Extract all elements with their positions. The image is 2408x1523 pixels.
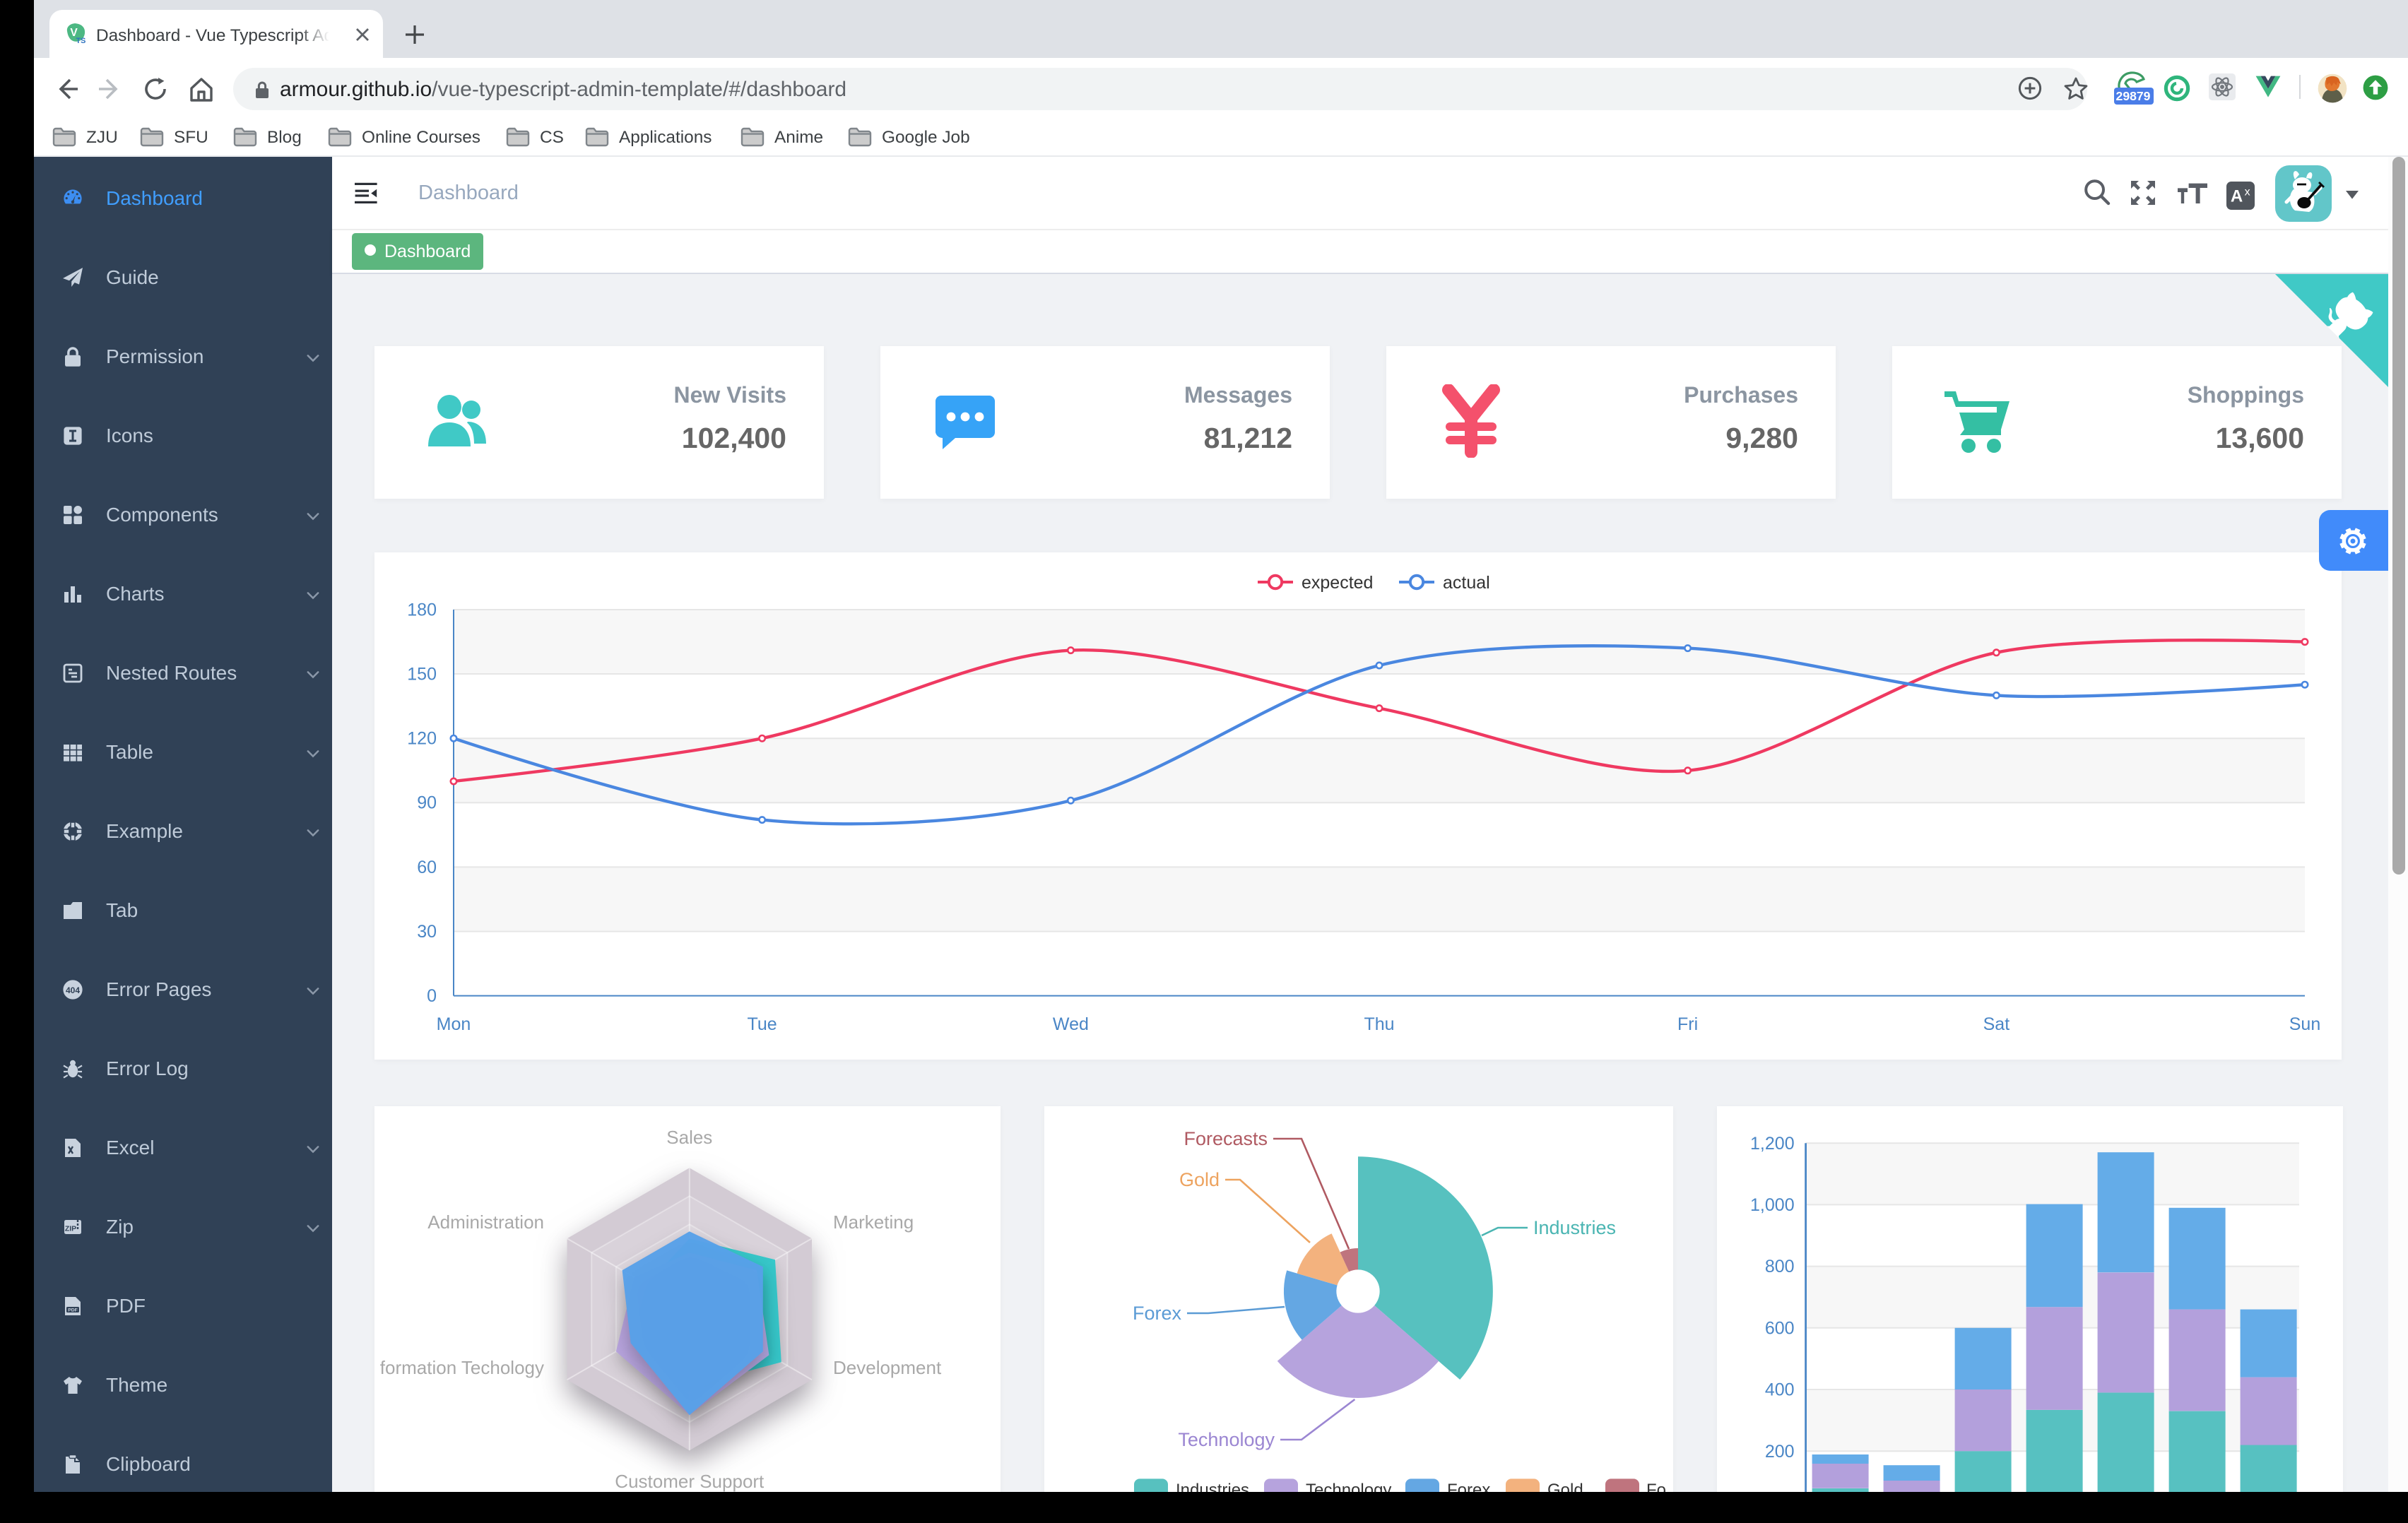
svg-text:0: 0 (426, 985, 436, 1005)
svg-text:90: 90 (416, 793, 436, 812)
svg-text:Technology: Technology (1178, 1428, 1275, 1450)
svg-text:600: 600 (1765, 1317, 1795, 1337)
svg-text:Industries: Industries (1176, 1480, 1249, 1492)
svg-text:V: V (70, 27, 78, 39)
svg-text:Sun: Sun (2289, 1014, 2320, 1033)
svg-text:800: 800 (1765, 1256, 1795, 1276)
svg-text:Development: Development (832, 1356, 941, 1377)
svg-text:TS: TS (76, 37, 86, 45)
svg-text:PDF: PDF (67, 1308, 77, 1312)
svg-text:ZIP: ZIP (64, 1225, 76, 1233)
svg-text:Technology: Technology (1306, 1480, 1391, 1492)
svg-text:1,000: 1,000 (1750, 1195, 1795, 1214)
svg-text:Sales: Sales (666, 1126, 712, 1147)
svg-text:Sat: Sat (1983, 1014, 2009, 1033)
svg-text:Fri: Fri (1677, 1014, 1697, 1033)
svg-text:Gold: Gold (1547, 1480, 1583, 1492)
svg-text:Fo: Fo (1646, 1480, 1666, 1492)
svg-text:180: 180 (406, 599, 436, 619)
svg-text:actual: actual (1442, 572, 1489, 592)
svg-text:60: 60 (416, 857, 436, 877)
svg-text:Industries: Industries (1533, 1216, 1616, 1238)
svg-text:Customer Support: Customer Support (614, 1470, 764, 1491)
svg-text:Wed: Wed (1052, 1014, 1088, 1033)
svg-text:Forecasts: Forecasts (1184, 1127, 1268, 1149)
svg-text:Forex: Forex (1447, 1480, 1490, 1492)
svg-text:expected: expected (1301, 572, 1372, 592)
svg-text:150: 150 (406, 663, 436, 683)
svg-text:200: 200 (1765, 1441, 1795, 1461)
svg-text:formation Techology: formation Techology (379, 1356, 543, 1377)
svg-text:x: x (2245, 186, 2250, 198)
svg-text:1,200: 1,200 (1750, 1133, 1795, 1153)
svg-text:Thu: Thu (1363, 1014, 1393, 1033)
svg-text:404: 404 (65, 985, 79, 995)
svg-text:Gold: Gold (1179, 1168, 1220, 1190)
svg-text:Forex: Forex (1133, 1302, 1182, 1323)
svg-text:30: 30 (416, 921, 436, 941)
svg-text:Administration: Administration (427, 1211, 543, 1232)
svg-text:Tue: Tue (747, 1014, 777, 1033)
svg-text:120: 120 (406, 728, 436, 748)
svg-text:400: 400 (1765, 1380, 1795, 1399)
svg-text:Mon: Mon (436, 1014, 471, 1033)
svg-text:Marketing: Marketing (832, 1211, 913, 1232)
svg-text:A: A (2231, 186, 2243, 206)
